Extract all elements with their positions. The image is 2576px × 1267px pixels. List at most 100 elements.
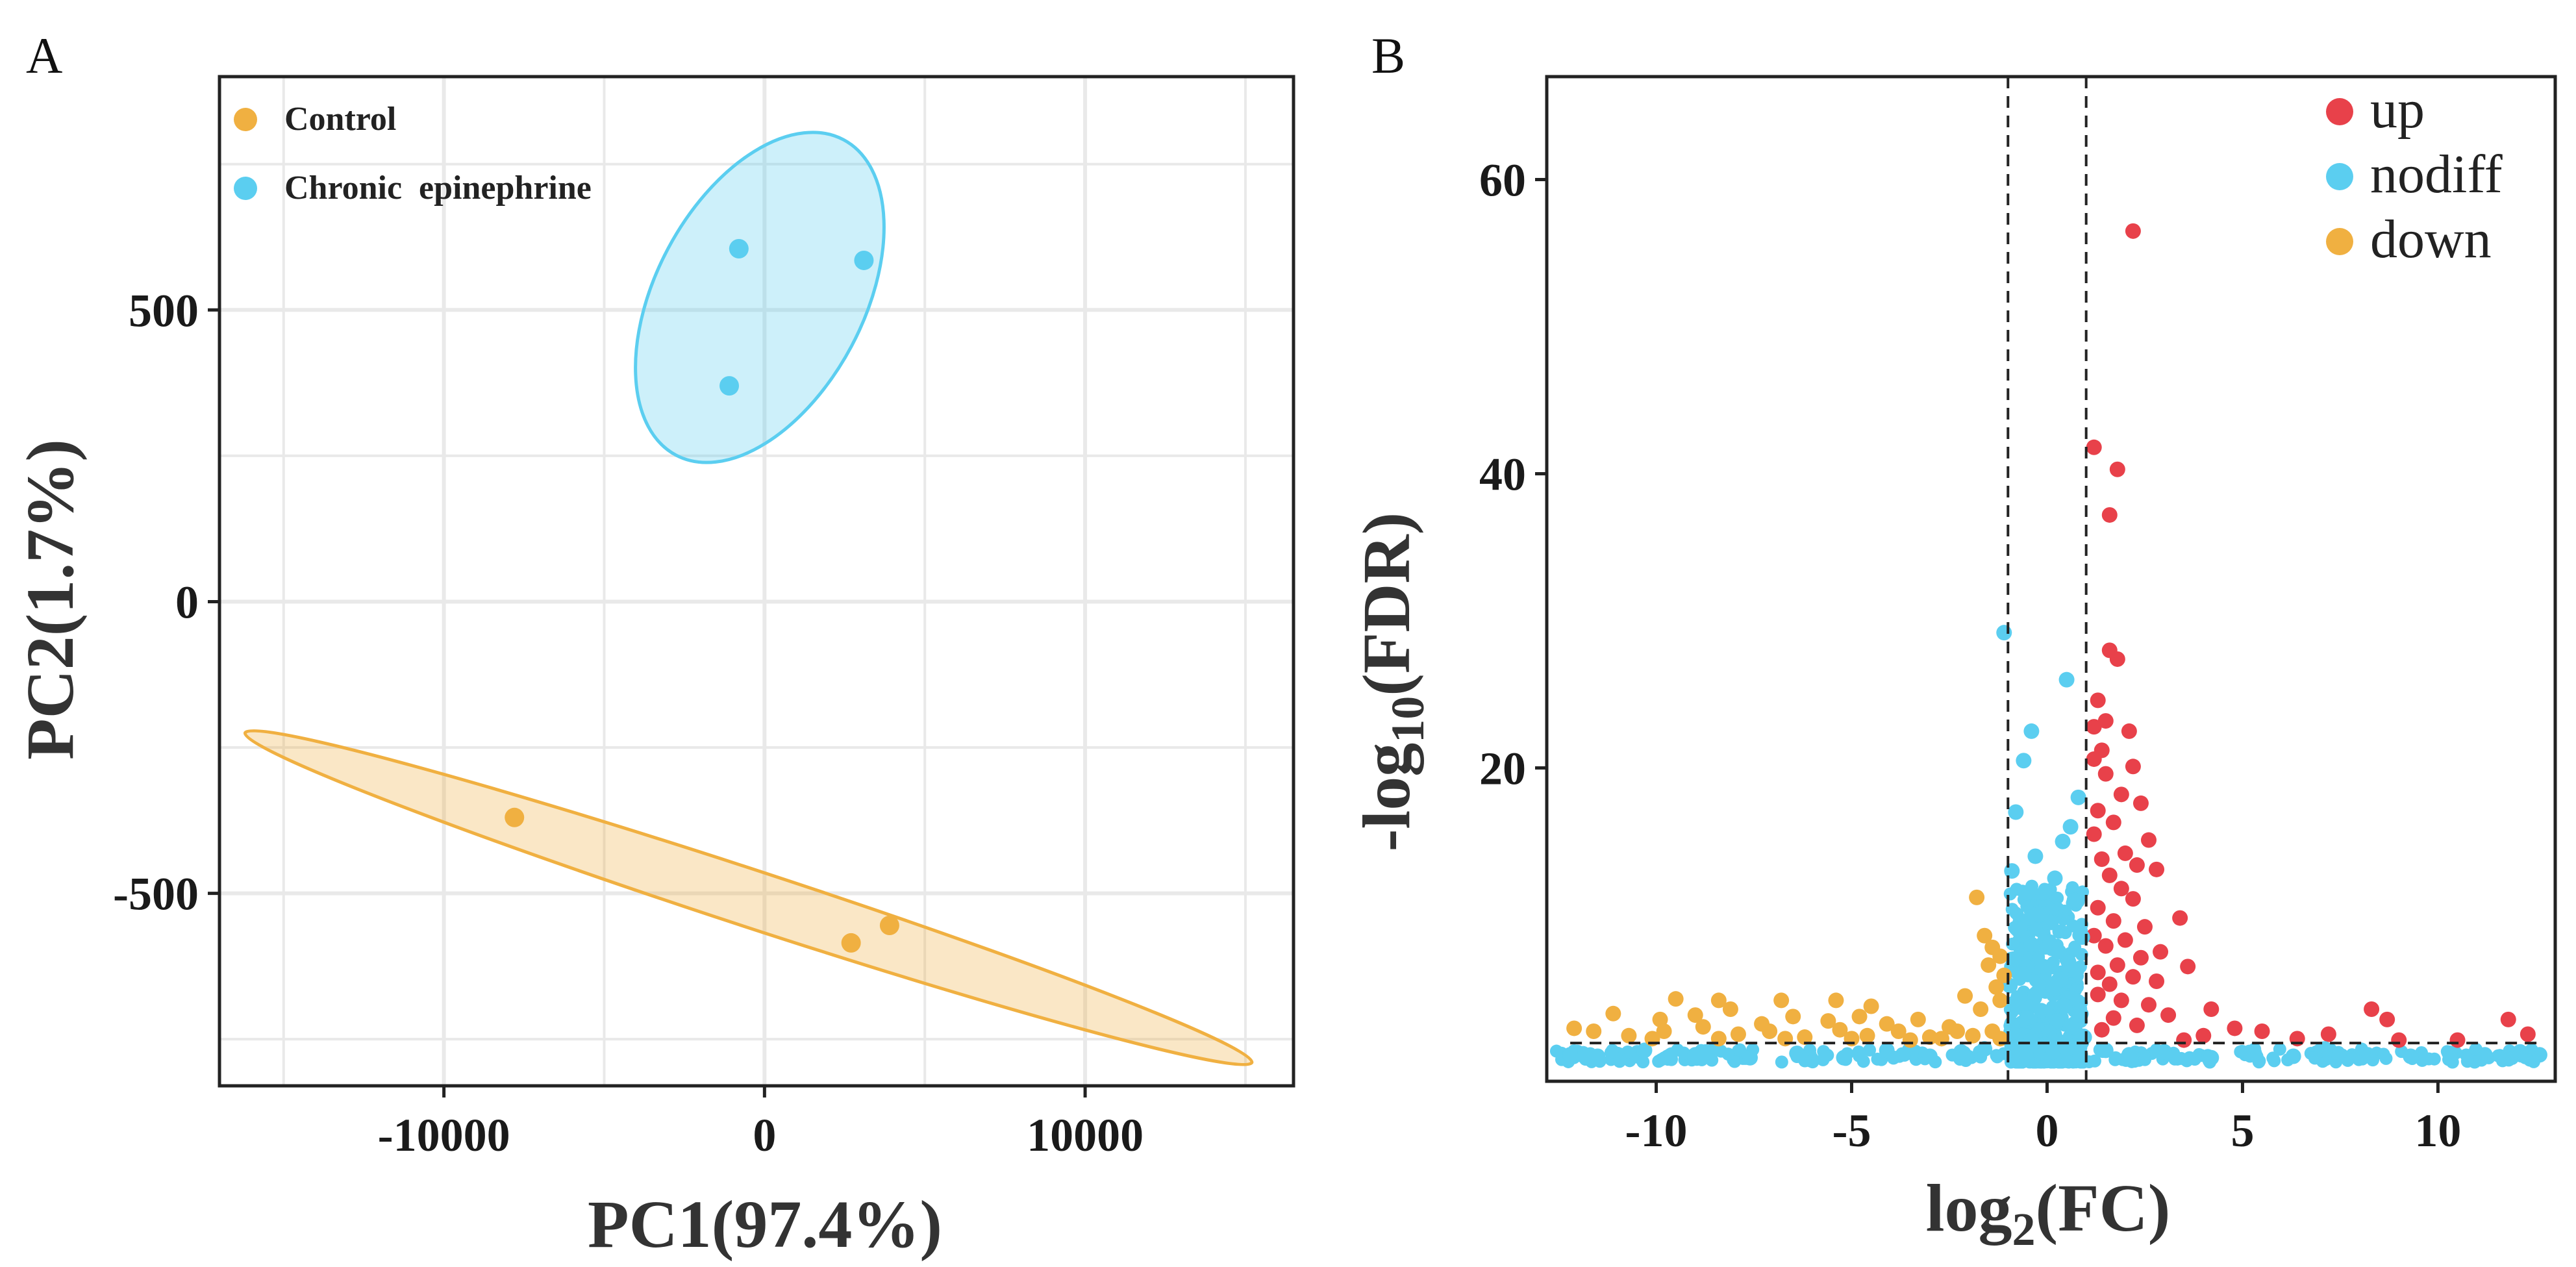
point-nodiff — [2066, 892, 2082, 909]
point-up — [2125, 891, 2141, 907]
point-down — [1722, 1001, 1738, 1018]
point-nodiff — [1577, 1046, 1590, 1059]
point-nodiff — [1977, 1041, 1993, 1057]
point-nodiff — [2027, 848, 2044, 864]
point-nodiff — [2360, 1047, 2376, 1063]
point-nodiff — [2057, 998, 2073, 1014]
legend-label-chronic-epinephrine: Chronic epinephrine — [284, 169, 592, 207]
point-nodiff — [1803, 1044, 1817, 1057]
point-nodiff — [2020, 1010, 2036, 1026]
point-nodiff — [2138, 1053, 2152, 1066]
point-up — [2140, 997, 2157, 1013]
point-nodiff — [2068, 940, 2082, 954]
point-down — [1730, 1026, 1746, 1042]
x-title-main: log — [1926, 1171, 2012, 1246]
point-nodiff — [2004, 863, 2020, 879]
point-up — [2129, 857, 2145, 873]
point-up — [2101, 976, 2118, 992]
point-chronic-epinephrine — [729, 238, 749, 258]
point-up — [2090, 803, 2106, 819]
point-up — [2125, 759, 2141, 775]
x-tick-label: 5 — [2231, 1105, 2254, 1157]
point-up — [2097, 713, 2114, 729]
point-nodiff — [1742, 1049, 1758, 1066]
point-up — [2132, 949, 2149, 966]
point-nodiff — [1613, 1055, 1627, 1068]
point-down — [1687, 1007, 1703, 1023]
point-up — [2113, 786, 2129, 803]
point-down — [1977, 927, 1993, 944]
point-nodiff — [2285, 1048, 2301, 1064]
point-control — [505, 807, 525, 827]
point-down — [1695, 1019, 1711, 1035]
point-up — [2094, 1022, 2110, 1038]
point-nodiff — [2157, 1044, 2173, 1060]
point-down — [1879, 1016, 1895, 1032]
point-up — [2379, 1011, 2395, 1027]
point-nodiff — [1664, 1047, 1678, 1060]
point-nodiff — [2058, 671, 2075, 688]
pca-x-ticks: -10000 0 10000 — [378, 1086, 1144, 1161]
point-nodiff — [2316, 1041, 2332, 1057]
point-nodiff — [2016, 966, 2032, 982]
x-tick-label: 10000 — [1027, 1109, 1144, 1161]
legend-label-control: Control — [284, 101, 396, 138]
legend-label-up: up — [2370, 79, 2425, 140]
pca-plot-frame — [218, 75, 1295, 1088]
point-nodiff — [1853, 1049, 1866, 1062]
point-up — [2364, 1001, 2380, 1018]
point-control — [841, 933, 861, 953]
point-down — [1566, 1020, 1582, 1036]
point-nodiff — [1636, 1042, 1653, 1059]
legend-marker-chronic-epinephrine — [234, 177, 257, 200]
point-nodiff — [2021, 912, 2034, 926]
volcano-x-axis-title: log2(FC) — [1926, 1171, 2171, 1255]
pca-gridlines — [219, 77, 1294, 1086]
point-down — [1832, 1022, 1848, 1038]
point-down — [1773, 992, 1790, 1009]
point-nodiff — [2121, 1047, 2137, 1063]
point-nodiff — [2023, 936, 2040, 953]
point-nodiff — [2045, 1044, 2061, 1060]
point-nodiff — [1990, 1049, 2003, 1062]
point-down — [1828, 992, 1844, 1009]
point-down — [1586, 1023, 1602, 1039]
point-up — [2105, 814, 2121, 831]
y-tick-label: 20 — [1479, 743, 1526, 795]
point-down — [1762, 1023, 1778, 1039]
point-nodiff — [1677, 1046, 1690, 1060]
legend-marker-up — [2326, 98, 2353, 125]
point-up — [2117, 932, 2133, 948]
point-nodiff — [2171, 1052, 2184, 1066]
point-up — [2449, 1032, 2466, 1048]
y-tick-label: 0 — [175, 576, 199, 628]
point-up — [2113, 881, 2129, 897]
point-nodiff — [2493, 1049, 2507, 1062]
point-up — [2136, 919, 2153, 935]
point-nodiff — [2377, 1047, 2390, 1061]
volcano-y-axis-title: -log10(FDR) — [1349, 512, 1434, 852]
legend-marker-nodiff — [2326, 163, 2353, 190]
point-nodiff — [1549, 1044, 1563, 1058]
point-nodiff — [2308, 1051, 2321, 1065]
point-nodiff — [2266, 1051, 2280, 1065]
point-nodiff — [1863, 1043, 1877, 1057]
pca-points — [505, 238, 899, 953]
x-tick-label: -10000 — [378, 1109, 510, 1161]
point-nodiff — [1996, 625, 2012, 641]
point-up — [2176, 1032, 2192, 1048]
point-up — [2153, 944, 2169, 960]
point-nodiff — [1562, 1047, 1579, 1063]
legend-label-down: down — [2370, 209, 2492, 270]
point-down — [1965, 1027, 1981, 1044]
point-down — [1621, 1027, 1637, 1044]
point-nodiff — [2031, 907, 2047, 923]
volcano-y-ticks: 20 40 60 — [1479, 155, 1547, 795]
point-nodiff — [2246, 1045, 2262, 1061]
point-down — [1921, 1029, 1938, 1046]
legend-marker-control — [234, 108, 257, 131]
point-down — [1863, 998, 1879, 1014]
point-down — [1902, 1032, 1918, 1048]
point-nodiff — [1897, 1048, 1911, 1062]
point-nodiff — [2051, 891, 2064, 905]
